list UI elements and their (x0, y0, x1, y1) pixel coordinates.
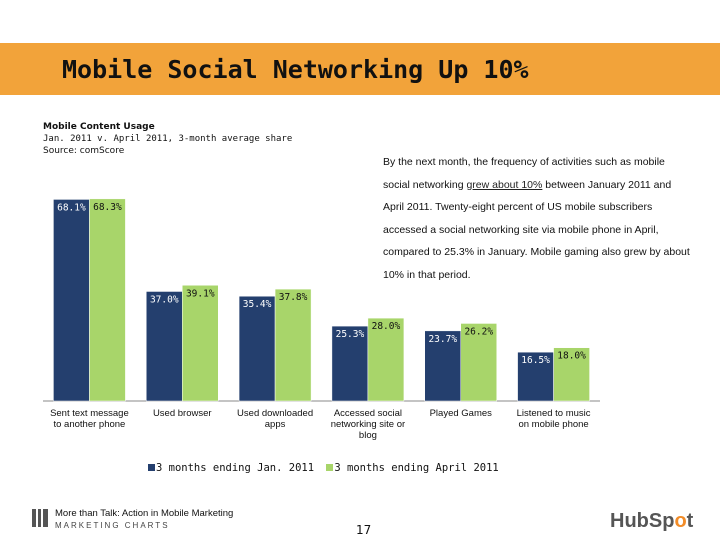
data-label-jan-3: 25.3% (336, 329, 365, 340)
chart-subtitle: Jan. 2011 v. April 2011, 3-month average… (43, 134, 293, 144)
data-label-april-0: 68.3% (93, 202, 122, 213)
data-label-april-4: 26.2% (464, 326, 493, 337)
bar-jan-1 (146, 291, 183, 402)
title-band (0, 43, 720, 95)
category-label-4: Played Games (430, 408, 493, 419)
data-label-jan-0: 68.1% (57, 202, 86, 213)
legend-swatch-jan (148, 464, 155, 471)
data-label-jan-2: 35.4% (243, 299, 272, 310)
data-label-april-2: 37.8% (279, 292, 308, 303)
page-number: 17 (356, 523, 372, 537)
bar-april-5 (553, 347, 590, 402)
footer-brand: MARKETING CHARTS (55, 521, 170, 530)
data-label-april-5: 18.0% (557, 351, 586, 362)
chart-source: Source: comScore (43, 146, 125, 156)
data-label-april-1: 39.1% (186, 288, 215, 299)
category-label-2: Used downloaded apps (237, 408, 313, 430)
legend-label-jan: 3 months ending Jan. 2011 (156, 462, 315, 474)
description-post: between January 2011 and April 2011. Twe… (383, 178, 690, 281)
bar-jan-3 (331, 325, 369, 402)
hubspot-logo: HubSpot (610, 510, 694, 532)
footer-tagline: More than Talk: Action in Mobile Marketi… (55, 508, 234, 519)
bar-jan-0 (53, 199, 90, 402)
data-label-jan-5: 16.5% (521, 355, 550, 366)
category-label-0: Sent text message to another phone (50, 408, 129, 430)
description-text: By the next month, the frequency of acti… (383, 151, 693, 287)
description-pre: By the next month, the frequency of acti… (383, 156, 665, 191)
bar-april-0 (89, 198, 126, 402)
bar-jan-5 (517, 351, 554, 402)
footer-text: More than Talk: Action in Mobile Marketi… (55, 508, 233, 532)
bar-april-2 (274, 288, 312, 402)
data-label-april-3: 28.0% (372, 321, 401, 332)
chart-title: Mobile Content Usage (43, 122, 155, 132)
chart-legend: 3 months ending Jan. 2011 3 months endin… (148, 462, 499, 474)
bar-april-3 (367, 317, 405, 402)
category-label-1: Used browser (153, 408, 212, 419)
legend-swatch-april (326, 464, 334, 471)
category-label-3: Accessed social networking site or blog (331, 408, 405, 441)
bar-jan-2 (238, 295, 276, 402)
data-label-jan-4: 23.7% (428, 334, 457, 345)
bar-april-1 (182, 285, 219, 402)
data-label-jan-1: 37.0% (150, 294, 179, 305)
slide-title: Mobile Social Networking Up 10% (62, 55, 529, 84)
legend-label-april: 3 months ending April 2011 (334, 462, 499, 474)
bar-april-4 (460, 323, 497, 402)
chart-header: Mobile Content Usage Jan. 2011 v. April … (43, 121, 292, 157)
category-label-5: Listened to music on mobile phone (517, 408, 591, 430)
description-link[interactable]: grew about 10% (466, 178, 543, 191)
